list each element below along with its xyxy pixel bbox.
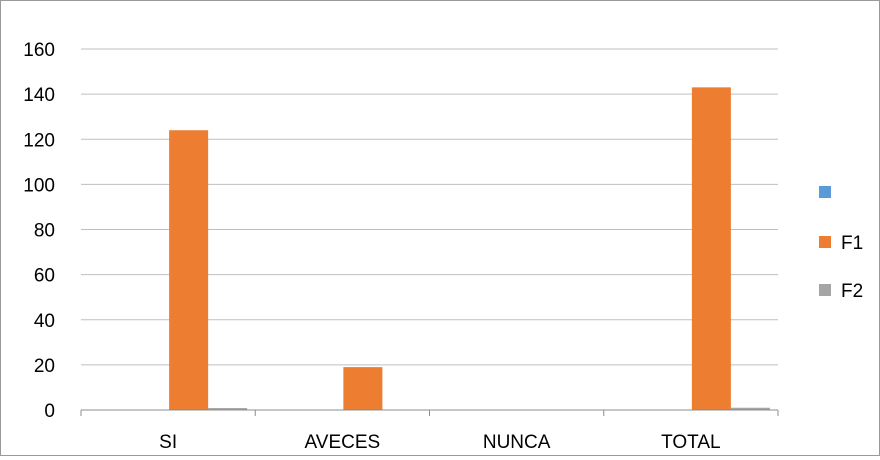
legend-label: F1 bbox=[841, 233, 863, 254]
y-axis-tick-labels: 0 20 40 60 80 100 120 140 160 bbox=[23, 40, 55, 422]
y-tick-label: 120 bbox=[23, 130, 55, 151]
y-tick-label: 20 bbox=[34, 356, 55, 377]
x-axis-category-labels: SI AVECES NUNCA TOTAL bbox=[159, 432, 720, 453]
y-tick-label: 100 bbox=[23, 175, 55, 196]
y-tick-label: 160 bbox=[23, 40, 55, 61]
y-tick-label: 140 bbox=[23, 85, 55, 106]
bars bbox=[169, 87, 770, 410]
bar-f1-aveces bbox=[343, 367, 382, 410]
legend-label: F2 bbox=[841, 281, 863, 302]
y-tick-label: 80 bbox=[34, 221, 55, 242]
legend: F1 F2 bbox=[819, 186, 863, 302]
x-category-label: AVECES bbox=[305, 432, 381, 453]
x-category-label: NUNCA bbox=[483, 432, 551, 453]
bar-f1-si bbox=[169, 130, 208, 410]
x-category-label: SI bbox=[159, 432, 177, 453]
bar-f1-total bbox=[692, 87, 731, 410]
legend-swatch bbox=[819, 284, 831, 296]
x-category-label: TOTAL bbox=[661, 432, 720, 453]
legend-swatch bbox=[819, 186, 831, 198]
y-tick-label: 0 bbox=[44, 401, 55, 422]
y-tick-label: 60 bbox=[34, 266, 55, 287]
legend-swatch bbox=[819, 236, 831, 248]
x-axis bbox=[81, 410, 778, 416]
y-tick-label: 40 bbox=[34, 311, 55, 332]
